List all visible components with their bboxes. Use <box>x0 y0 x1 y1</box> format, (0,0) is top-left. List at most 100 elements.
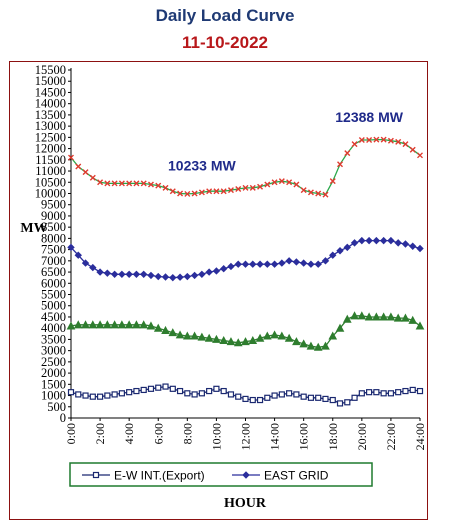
y-tick-label: 13000 <box>35 119 66 133</box>
data-point <box>387 390 395 397</box>
y-tick-label: 3500 <box>41 332 66 346</box>
x-tick-label: 20:00 <box>355 423 369 450</box>
data-point <box>126 389 133 396</box>
data-point <box>242 184 249 191</box>
x-tick-label: 2:00 <box>93 423 107 444</box>
data-point <box>358 236 366 245</box>
x-tick-label: 18:00 <box>326 423 340 450</box>
data-point <box>293 391 300 398</box>
peak-annotation: 10233 MW <box>168 157 236 173</box>
y-tick-label: 14500 <box>35 85 66 99</box>
data-point <box>205 268 213 276</box>
data-point <box>242 471 250 479</box>
x-axis-title: HOUR <box>224 496 267 511</box>
data-point <box>169 273 177 282</box>
data-point <box>82 392 89 399</box>
data-point <box>373 136 380 143</box>
data-point <box>300 187 307 194</box>
data-point <box>89 174 96 181</box>
y-axis-title: MW <box>20 221 47 236</box>
data-point <box>118 390 125 397</box>
data-point <box>241 260 250 268</box>
y-tick-label: 12000 <box>35 142 66 156</box>
y-tick-label: 9500 <box>41 198 66 212</box>
data-point <box>379 236 388 245</box>
data-point <box>299 339 309 348</box>
x-tick-label: 4:00 <box>122 423 136 444</box>
x-tick-label: 0:00 <box>64 423 78 444</box>
y-tick-label: 2000 <box>41 366 66 380</box>
data-point <box>204 333 214 342</box>
data-point <box>140 270 148 279</box>
data-point <box>146 321 156 330</box>
y-tick-label: 8500 <box>41 220 66 234</box>
data-point <box>235 393 242 400</box>
data-point <box>255 333 265 342</box>
data-point <box>416 244 424 253</box>
data-point <box>329 396 336 404</box>
data-point <box>161 273 170 281</box>
data-point <box>233 338 243 347</box>
data-point <box>409 242 417 250</box>
data-point <box>197 332 207 341</box>
y-tick-label: 7000 <box>41 254 66 268</box>
data-point <box>366 137 373 144</box>
legend-label: EAST GRID <box>264 469 329 483</box>
data-point <box>402 141 409 148</box>
data-point <box>68 154 74 161</box>
data-point <box>219 264 228 273</box>
data-point <box>169 385 176 392</box>
data-point <box>111 391 118 398</box>
data-point <box>395 389 402 396</box>
data-point <box>321 341 330 350</box>
data-point <box>213 188 220 195</box>
data-point <box>96 393 104 400</box>
data-point <box>335 323 345 332</box>
data-point <box>227 391 235 398</box>
data-point <box>401 240 410 248</box>
data-point <box>315 394 322 401</box>
data-point <box>401 313 410 322</box>
data-point <box>350 311 359 320</box>
data-point <box>168 328 178 337</box>
x-tick-label: 14:00 <box>268 423 282 450</box>
data-point <box>256 396 264 404</box>
data-point <box>402 387 409 395</box>
data-point <box>393 313 403 322</box>
data-point <box>322 395 329 403</box>
data-point <box>88 320 98 329</box>
data-point <box>117 320 127 329</box>
y-tick-label: 5000 <box>41 299 66 313</box>
data-point <box>299 259 308 267</box>
data-point <box>372 236 381 245</box>
data-point <box>147 385 155 392</box>
x-tick-label: 24:00 <box>413 423 427 450</box>
data-point <box>206 387 213 395</box>
data-point <box>380 390 387 397</box>
chart-frame <box>9 61 428 520</box>
data-point <box>191 391 198 398</box>
data-point <box>212 334 221 343</box>
data-point <box>278 259 286 267</box>
data-point <box>183 272 192 281</box>
data-point <box>81 320 90 329</box>
data-point <box>139 320 149 329</box>
data-point <box>351 394 358 401</box>
data-point <box>66 321 76 330</box>
data-point <box>372 312 381 321</box>
data-point <box>329 178 336 185</box>
data-point <box>249 184 256 191</box>
data-point <box>176 387 184 395</box>
data-point <box>271 179 278 186</box>
data-point <box>343 243 351 252</box>
data-point <box>191 190 198 197</box>
data-point <box>154 272 162 281</box>
data-point <box>132 320 141 329</box>
data-point <box>213 385 220 392</box>
data-point <box>314 260 322 268</box>
data-point <box>177 190 184 197</box>
data-point <box>67 389 75 396</box>
data-point <box>206 188 213 195</box>
data-point <box>248 335 258 345</box>
